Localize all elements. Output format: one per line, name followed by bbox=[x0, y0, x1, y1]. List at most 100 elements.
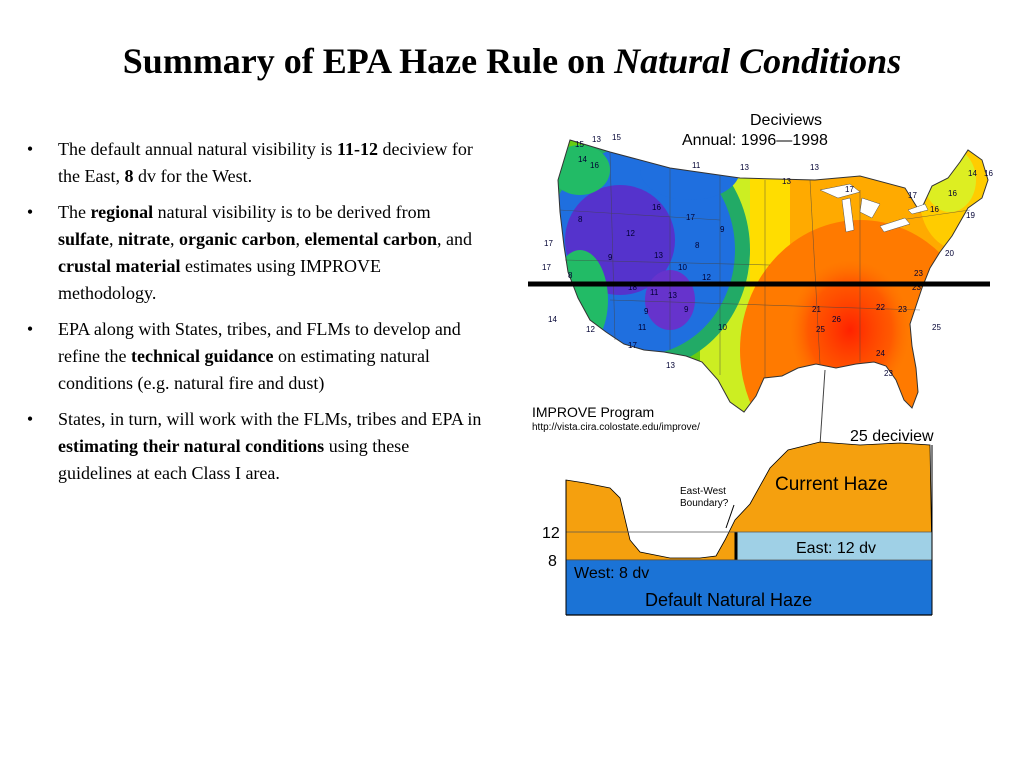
bullet-text: EPA along with States, tribes, and FLMs … bbox=[58, 319, 461, 366]
bullet-text: on estimating natural conditions (e.g. n… bbox=[58, 346, 430, 393]
site-value-label: 10 bbox=[678, 263, 687, 272]
site-value-label: 10 bbox=[718, 323, 727, 332]
title-italic-text: Natural Conditions bbox=[614, 41, 902, 81]
us-outline bbox=[557, 139, 989, 413]
east-bar bbox=[736, 532, 932, 560]
tick-12: 12 bbox=[542, 525, 560, 542]
bullet-item: • EPA along with States, tribes, and FLMs… bbox=[20, 316, 482, 397]
site-value-label: 26 bbox=[832, 315, 841, 324]
site-value-label: 13 bbox=[666, 361, 675, 370]
site-value-label: 20 bbox=[945, 249, 954, 258]
site-value-label: 16 bbox=[930, 205, 939, 214]
site-value-label: 17 bbox=[544, 239, 553, 248]
west-label: West: 8 dv bbox=[574, 565, 649, 582]
bullet-text: dv for the West. bbox=[133, 166, 253, 186]
site-value-label: 23 bbox=[912, 283, 921, 292]
bullet-bold-text: crustal material bbox=[58, 256, 181, 276]
site-value-label: 15 bbox=[575, 140, 584, 149]
bullet-icon: • bbox=[26, 409, 34, 429]
site-value-label: 14 bbox=[968, 169, 977, 178]
source-name: IMPROVE Program bbox=[532, 404, 654, 420]
site-value-label: 9 bbox=[720, 225, 725, 234]
site-value-label: 13 bbox=[668, 291, 677, 300]
bullet-text: , bbox=[109, 229, 118, 249]
current-haze-area bbox=[565, 441, 933, 561]
site-value-label: 11 bbox=[638, 323, 647, 332]
current-haze-label: Current Haze bbox=[775, 474, 888, 495]
bullet-bold-text: organic carbon bbox=[178, 229, 296, 249]
site-value-label: 8 bbox=[568, 271, 573, 280]
title-text: Summary of EPA Haze Rule on bbox=[122, 41, 615, 81]
figure: Deciviews Annual: 1996—1998 15 13 14 16 11 13… bbox=[520, 100, 1000, 630]
boundary-label-line2: Boundary? bbox=[680, 498, 729, 509]
site-value-label: 17 bbox=[542, 263, 551, 272]
haze-diagram: 25 deciview Current Haze East-West Bound… bbox=[542, 428, 934, 616]
default-natural-haze-bar bbox=[566, 560, 932, 615]
bullet-text: estimates using IMPROVE methodology. bbox=[58, 256, 381, 303]
site-value-label: 11 bbox=[692, 161, 701, 170]
map-title: Deciviews bbox=[750, 112, 822, 129]
bullet-text: , and bbox=[436, 229, 472, 249]
site-value-label: 23 bbox=[898, 305, 907, 314]
site-value-label: 21 bbox=[812, 305, 821, 314]
site-value-label: 13 bbox=[810, 163, 819, 172]
bullet-item: • The default annual natural visibility i… bbox=[20, 136, 482, 190]
site-value-label: 9 bbox=[644, 307, 649, 316]
bullet-bold-text: nitrate bbox=[118, 229, 170, 249]
site-value-label: 9 bbox=[608, 253, 613, 262]
site-value-label: 17 bbox=[908, 191, 917, 200]
site-value-label: 17 bbox=[845, 185, 854, 194]
site-value-label: 16 bbox=[590, 161, 599, 170]
bullet-icon: • bbox=[26, 202, 34, 222]
bullet-bold-text: sulfate bbox=[58, 229, 109, 249]
bullet-list: • The default annual natural visibility i… bbox=[20, 136, 482, 496]
east-label: East: 12 dv bbox=[796, 540, 876, 557]
site-value-label: 14 bbox=[548, 315, 557, 324]
site-value-label: 18 bbox=[628, 283, 637, 292]
site-value-label: 13 bbox=[654, 251, 663, 260]
site-value-label: 22 bbox=[876, 303, 885, 312]
default-natural-haze-label: Default Natural Haze bbox=[645, 590, 812, 610]
site-value-label: 24 bbox=[876, 349, 885, 358]
site-value-label: 17 bbox=[628, 341, 637, 350]
bullet-text: States, in turn, will work with the FLMs… bbox=[58, 409, 482, 429]
site-value-label: 16 bbox=[948, 189, 957, 198]
site-value-label: 25 bbox=[816, 325, 825, 334]
map-subtitle: Annual: 1996—1998 bbox=[682, 132, 828, 149]
site-value-label: 12 bbox=[702, 273, 711, 282]
bullet-text: The default annual natural visibility is bbox=[58, 139, 337, 159]
site-value-label: 9 bbox=[684, 305, 689, 314]
site-value-label: 8 bbox=[695, 241, 700, 250]
site-value-label: 12 bbox=[626, 229, 635, 238]
bullet-icon: • bbox=[26, 319, 34, 339]
state-lines bbox=[559, 151, 971, 378]
bullet-bold-text: 8 bbox=[124, 166, 134, 186]
great-lakes bbox=[819, 183, 929, 233]
bullet-text: The bbox=[58, 202, 91, 222]
site-value-label: 15 bbox=[612, 133, 621, 142]
site-value-label: 11 bbox=[650, 288, 659, 297]
bullet-icon: • bbox=[26, 139, 34, 159]
bullet-item: • States, in turn, will work with the FLM… bbox=[20, 406, 482, 487]
site-value-label: 14 bbox=[578, 155, 587, 164]
site-value-label: 13 bbox=[740, 163, 749, 172]
site-value-label: 13 bbox=[592, 135, 601, 144]
boundary-label-line1: East-West bbox=[680, 486, 726, 497]
source-url: http://vista.cira.colostate.edu/improve/ bbox=[532, 422, 700, 433]
bullet-bold-text: 11-12 bbox=[336, 139, 378, 159]
slide-title: Summary of EPA Haze Rule on Natural Cond… bbox=[0, 40, 1024, 83]
site-value-label: 16 bbox=[984, 169, 993, 178]
bullet-bold-text: estimating their natural conditions bbox=[58, 436, 325, 456]
bullet-bold-text: elemental carbon bbox=[304, 229, 437, 249]
bullet-text: deciview for the East, bbox=[58, 139, 473, 186]
site-value-label: 13 bbox=[782, 177, 791, 186]
bullet-bold-text: technical guidance bbox=[130, 346, 274, 366]
bullet-bold-text: regional bbox=[90, 202, 154, 222]
site-value-label: 8 bbox=[578, 215, 583, 224]
site-value-label: 16 bbox=[652, 203, 661, 212]
bullet-text: natural visibility is to be derived from bbox=[153, 202, 431, 222]
bullet-item: • The regional natural visibility is to b… bbox=[20, 199, 482, 307]
site-value-label: 23 bbox=[914, 269, 923, 278]
